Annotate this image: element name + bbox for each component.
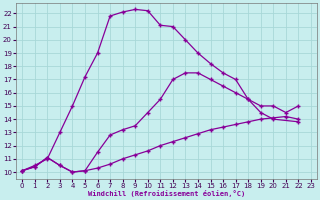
X-axis label: Windchill (Refroidissement éolien,°C): Windchill (Refroidissement éolien,°C) — [88, 190, 245, 197]
